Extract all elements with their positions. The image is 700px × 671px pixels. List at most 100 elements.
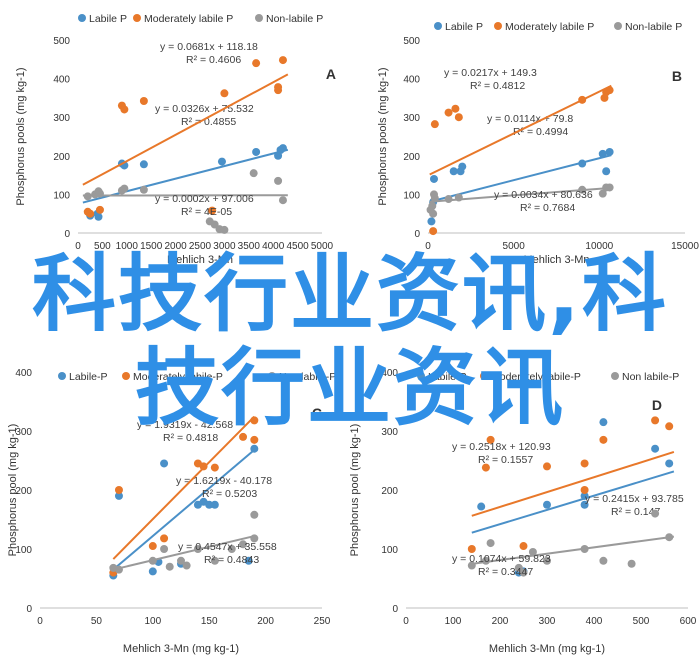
chart-b-point-0-3 [449, 167, 458, 176]
chart-a-point-1-8 [252, 59, 261, 68]
chart-b-x-tick-label-2: 10000 [585, 241, 613, 252]
chart-a-y-tick-label-2: 200 [53, 152, 70, 163]
chart-c-panel-letter: C [312, 405, 322, 421]
chart-a-x-tick-label-1: 500 [94, 241, 111, 252]
chart-d-panel-letter: D [652, 397, 662, 413]
chart-a-x-tick-label-7: 3500 [238, 241, 261, 252]
chart-c-point-2-11 [250, 534, 259, 543]
chart-a-x-tick-label-2: 1000 [116, 241, 139, 252]
chart-a-equation-1: y = 0.0681x + 118.18 [160, 41, 258, 53]
chart-a-x-tick-label-5: 2500 [189, 241, 212, 252]
chart-b-y-tick-label-1: 100 [403, 190, 420, 201]
chart-a-r2-1: R² = 0.4606 [186, 54, 241, 66]
chart-a-x-tick-label-6: 3000 [213, 241, 236, 252]
chart-c-equation-0: y = 1.6219x - 40.178 [176, 475, 272, 487]
chart-a-y-axis-label: Phosphorus pools (mg kg-1) [15, 67, 27, 205]
chart-d-point-1-1 [481, 463, 490, 472]
chart-d-point-1-8 [651, 416, 660, 425]
chart-d-x-tick-label-4: 400 [586, 616, 603, 627]
chart-c-trendline-0 [112, 449, 255, 571]
chart-c-r2-0: R² = 0.5203 [202, 488, 257, 500]
chart-c-x-tick-label-4: 200 [257, 616, 274, 627]
chart-b-equation-1: y = 0.0217x + 149.3 [444, 67, 537, 79]
chart-a-point-0-10 [274, 151, 283, 160]
chart-c-x-tick-label-5: 250 [314, 616, 331, 627]
chart-d-r2-1: R² = 0.1557 [478, 454, 533, 466]
chart-d-equation-2: y = 0.1074x + 59.823 [452, 553, 551, 565]
chart-d-x-axis-label: Mehlich 3-Mn (mg kg-1) [489, 643, 605, 655]
chart-c-point-1-8 [250, 416, 259, 425]
chart-b-point-0-2 [429, 174, 438, 183]
chart-b-point-2-2 [429, 209, 438, 218]
chart-d-r2-0: R² = 0.147 [611, 506, 660, 518]
chart-d-legend-label-1: Moderately labile-P [491, 371, 581, 383]
chart-c-x-tick-label-3: 150 [201, 616, 218, 627]
chart-d-point-0-5 [580, 491, 589, 500]
chart-a-y-tick-label-0: 0 [64, 229, 70, 240]
chart-b-point-2-8 [598, 189, 607, 198]
chart-a-point-1-7 [220, 89, 229, 98]
chart-d-legend-marker-2 [611, 372, 619, 380]
chart-b-y-tick-label-2: 200 [403, 152, 420, 163]
chart-d-point-0-8 [665, 459, 674, 468]
chart-d-point-0-4 [580, 500, 589, 509]
chart-b-legend-marker-2 [614, 22, 622, 30]
chart-b-point-1-8 [605, 86, 614, 95]
chart-b-r2-2: R² = 0.7684 [520, 202, 575, 214]
chart-a-point-1-1 [86, 209, 95, 218]
chart-b-point-2-4 [430, 194, 439, 203]
chart-b-point-1-5 [578, 95, 587, 104]
chart-c-point-2-10 [239, 540, 248, 549]
chart-c-point-1-7 [239, 432, 248, 441]
chart-c-legend-label-0: Labile-P [69, 371, 108, 383]
chart-b-point-1-3 [451, 104, 460, 113]
chart-b-legend-marker-1 [494, 22, 502, 30]
chart-c-point-2-1 [114, 565, 123, 574]
chart-d-trendline-0 [471, 470, 675, 534]
chart-b-y-axis-label: Phosphorus pools (mg kg-1) [377, 67, 389, 205]
chart-a-legend-label-2: Non-labile P [266, 13, 323, 25]
chart-b-legend-marker-0 [434, 22, 442, 30]
chart-b-legend-label-1: Moderately labile P [505, 21, 594, 33]
chart-d-legend-label-0: Labile-P [428, 371, 467, 383]
chart-b-point-2-10 [605, 183, 614, 192]
chart-a-point-1-10 [274, 83, 283, 92]
chart-d-y-axis-label: Phosphorus pool (mg kg-1) [349, 424, 361, 557]
chart-c-y-tick-label-2: 200 [15, 486, 32, 497]
chart-a-point-1-5 [139, 96, 148, 105]
chart-d-point-1-5 [580, 486, 589, 494]
chart-a-point-2-3 [95, 189, 104, 198]
chart-b-point-2-6 [454, 193, 463, 202]
chart-d-point-2-10 [651, 509, 660, 518]
chart-a-point-2-10 [220, 225, 229, 234]
chart-c-y-tick-label-1: 100 [15, 545, 32, 556]
chart-a-x-tick-label-0: 0 [75, 241, 81, 252]
chart-c-r2-2: R² = 0.4843 [204, 554, 259, 566]
chart-b-point-2-1 [428, 201, 437, 210]
chart-b-r2-1: R² = 0.4812 [470, 80, 525, 92]
chart-c-point-1-6 [210, 463, 219, 472]
chart-a-r2-2: R² = 4E-05 [181, 206, 232, 218]
chart-d-y-tick-label-4: 400 [381, 368, 398, 379]
chart-d-point-2-5 [528, 547, 537, 556]
chart-c-point-0-8 [205, 500, 214, 509]
chart-d-x-tick-label-0: 0 [403, 616, 409, 627]
chart-c-point-0-2 [148, 567, 157, 576]
chart-a-trendline-1 [82, 73, 289, 186]
chart-b-point-1-4 [454, 113, 463, 122]
chart-d-x-tick-label-1: 100 [445, 616, 462, 627]
chart-d-point-0-6 [599, 418, 608, 427]
chart-b-point-0-5 [458, 162, 467, 171]
chart-d-y-tick-label-2: 200 [381, 486, 398, 497]
chart-a-point-1-11 [278, 56, 287, 65]
chart-d-x-tick-label-3: 300 [539, 616, 556, 627]
chart-b-point-1-1 [430, 120, 439, 129]
chart-c-legend-label-2: Non labile-P [279, 371, 336, 383]
chart-c-legend-marker-0 [58, 372, 66, 380]
chart-d-y-tick-label-3: 300 [381, 427, 398, 438]
chart-d-legend-label-2: Non labile-P [622, 371, 679, 383]
chart-d-point-2-4 [519, 568, 528, 577]
chart-a-legend-marker-0 [78, 14, 86, 22]
chart-d-point-2-6 [543, 556, 551, 565]
chart-b-y-tick-label-5: 500 [403, 36, 420, 47]
